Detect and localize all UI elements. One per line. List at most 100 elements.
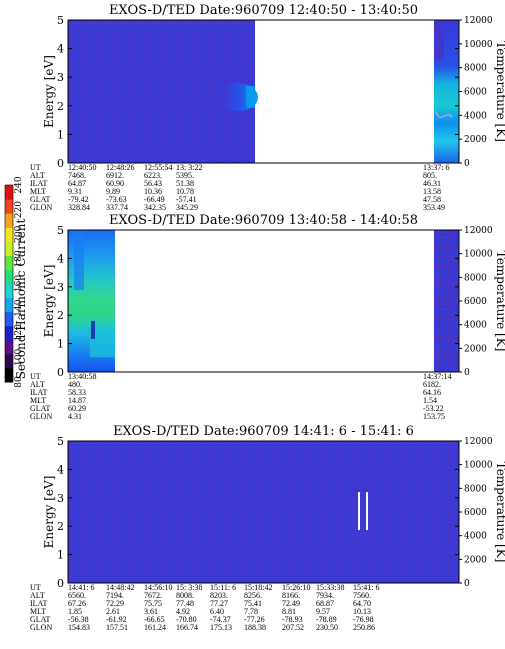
- ephemeris-value: -77.26: [244, 615, 265, 624]
- ephemeris-value: 46.31: [423, 179, 441, 188]
- ephemeris-value: 5395.: [176, 171, 194, 180]
- ephemeris-value: 6912.: [106, 171, 124, 180]
- y-tick-label: 4: [57, 252, 64, 265]
- ephemeris-value: 13.58: [423, 187, 441, 196]
- ephemeris-value: 8008.: [176, 591, 194, 600]
- ephemeris-value: 250.86: [353, 623, 375, 632]
- ephemeris-value: 75.41: [244, 599, 262, 608]
- ephemeris-value: 56.43: [144, 179, 162, 188]
- ephemeris-value: 166.74: [176, 623, 198, 632]
- spectrogram-marker: [366, 492, 368, 531]
- y-axis-label: Energy [eV]: [42, 265, 56, 338]
- y2-tick-label: 2000: [464, 135, 487, 145]
- ephemeris-value: 13: 3:22: [176, 163, 202, 172]
- spectrogram-panel-1: EXOS-D/TED Date:960709 12:40:50 - 13:40:…: [30, 3, 505, 212]
- ephemeris-value: 14:41: 6: [68, 583, 94, 592]
- y2-tick-label: 8000: [464, 273, 487, 283]
- y-tick-label: 0: [57, 577, 64, 590]
- colorbar-tick-label: 240: [14, 176, 24, 193]
- colorbar-swatch: [5, 297, 13, 313]
- ephemeris-value: 7468.: [68, 171, 86, 180]
- y2-tick-label: 6000: [464, 508, 487, 518]
- ephemeris-value: 6223.: [144, 171, 162, 180]
- y2-tick-label: 10000: [464, 40, 493, 50]
- ephemeris-value: 8.81: [282, 607, 296, 616]
- colorbar-tick-label: 80: [14, 376, 24, 388]
- ephemeris-value: 14.87: [68, 396, 86, 405]
- ephemeris-value: 9.89: [106, 187, 120, 196]
- ephemeris-value: 58.33: [68, 388, 86, 397]
- ephemeris-label: UT: [30, 372, 41, 381]
- ephemeris-value: -70.80: [176, 615, 197, 624]
- colorbar-tick-label: 200: [14, 225, 24, 242]
- ephemeris-value: 64.16: [423, 388, 441, 397]
- colorbar-swatch: [5, 339, 13, 355]
- ephemeris-value: 14:56:10: [144, 583, 172, 592]
- y-tick-label: 1: [57, 549, 64, 562]
- ephemeris-value: 9.31: [68, 187, 82, 196]
- ephemeris-value: 328.84: [68, 203, 90, 212]
- ephemeris-value: 7194.: [106, 591, 124, 600]
- ephemeris-value: 7934.: [316, 591, 334, 600]
- y-tick-label: 1: [57, 338, 64, 351]
- colorbar-swatch: [5, 227, 13, 242]
- y2-tick-label: 10000: [464, 461, 493, 471]
- colorbar-tick-label: 220: [14, 201, 24, 218]
- ephemeris-value: 15:11: 6: [210, 583, 236, 592]
- ephemeris-value: 64.87: [68, 179, 86, 188]
- ephemeris-value: -76.98: [353, 615, 374, 624]
- ephemeris-label: GLON: [30, 412, 52, 421]
- ephemeris-value: 161.24: [144, 623, 166, 632]
- panel-title: EXOS-D/TED Date:960709 14:41: 6 - 15:41:…: [113, 424, 414, 439]
- ephemeris-value: 345.29: [176, 203, 198, 212]
- ephemeris-value: -79.42: [68, 195, 89, 204]
- ephemeris-value: 14:37:14: [423, 372, 451, 381]
- ephemeris-value: -78.89: [316, 615, 337, 624]
- ephemeris-value: 51.38: [176, 179, 194, 188]
- ephemeris-value: 337.74: [106, 203, 128, 212]
- y-tick-label: 2: [57, 309, 64, 322]
- ephemeris-value: 67.26: [68, 599, 86, 608]
- ephemeris-value: 353.49: [423, 203, 445, 212]
- ephemeris-value: 154.83: [68, 623, 90, 632]
- y2-tick-label: 2000: [464, 344, 487, 354]
- ephemeris-value: 10.36: [144, 187, 162, 196]
- ephemeris-label: ILAT: [30, 179, 47, 188]
- colorbar-swatch: [5, 283, 13, 299]
- panel-title: EXOS-D/TED Date:960709 12:40:50 - 13:40:…: [109, 3, 418, 18]
- ephemeris-value: -57.41: [176, 195, 197, 204]
- ephemeris-label: ALT: [30, 171, 45, 180]
- ephemeris-value: -61.92: [106, 615, 127, 624]
- y2-tick-label: 12000: [464, 226, 493, 236]
- ephemeris-label: MLT: [30, 607, 46, 616]
- colorbar-swatch: [5, 353, 13, 369]
- ephemeris-label: MLT: [30, 396, 46, 405]
- colorbar-frame: [4, 184, 14, 383]
- ephemeris-value: -56.38: [68, 615, 89, 624]
- spectrogram-data: [434, 20, 444, 60]
- ephemeris-value: 15:26:10: [282, 583, 310, 592]
- y-tick-label: 2: [57, 100, 64, 113]
- y2-axis-label: Temperature [K]: [494, 251, 505, 352]
- ephemeris-value: -78.93: [282, 615, 303, 624]
- y2-tick-label: 2000: [464, 555, 487, 565]
- flux-enhancement-core: [246, 85, 255, 108]
- y-tick-label: 4: [57, 43, 64, 56]
- ephemeris-label: GLAT: [30, 195, 51, 204]
- ephemeris-value: 6560.: [68, 591, 86, 600]
- ephemeris-value: 4.92: [176, 607, 190, 616]
- ephemeris-label: GLAT: [30, 404, 51, 413]
- spectrogram-data: [74, 230, 84, 290]
- ephemeris-value: 68.87: [316, 599, 334, 608]
- ephemeris-label: MLT: [30, 187, 46, 196]
- ephemeris-label: GLAT: [30, 615, 51, 624]
- colorbar-tick-label: 120: [14, 324, 24, 341]
- ephemeris-value: 72.49: [282, 599, 300, 608]
- ephemeris-value: 2.61: [106, 607, 120, 616]
- ephemeris-value: 75.75: [144, 599, 162, 608]
- ephemeris-value: 6182.: [423, 380, 441, 389]
- y2-axis-label: Temperature [K]: [494, 462, 505, 563]
- ephemeris-value: 7.78: [244, 607, 258, 616]
- colorbar-swatch: [5, 311, 13, 327]
